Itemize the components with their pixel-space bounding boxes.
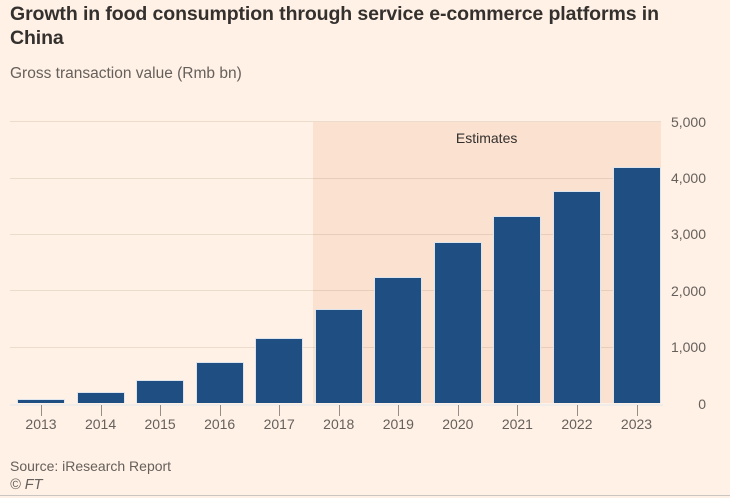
x-axis-tick xyxy=(219,405,221,416)
x-axis-tick xyxy=(636,405,638,416)
chart-subtitle: Gross transaction value (Rmb bn) xyxy=(10,65,242,82)
bar-2018 xyxy=(314,308,363,404)
x-axis-tick xyxy=(160,405,162,416)
bar-2014 xyxy=(76,392,125,404)
x-axis-label: 2023 xyxy=(620,416,653,432)
x-axis-label: 2016 xyxy=(204,416,236,432)
x-axis-tick xyxy=(41,405,42,416)
gridline-2000 xyxy=(10,290,661,292)
x-axis-line xyxy=(10,403,663,406)
x-axis-label: 2015 xyxy=(144,416,176,432)
bottom-divider xyxy=(0,495,730,496)
x-axis-tick xyxy=(100,405,102,416)
x-axis-tick xyxy=(517,405,519,416)
bar-2013 xyxy=(17,398,65,404)
y-axis-label: 2,000 xyxy=(670,282,706,299)
x-axis-label: 2019 xyxy=(382,416,414,432)
y-axis-label: 5,000 xyxy=(670,113,706,130)
gridline-5000 xyxy=(10,121,661,123)
x-axis-label: 2013 xyxy=(25,416,57,432)
x-axis-label: 2017 xyxy=(263,416,295,432)
y-axis-label: 4,000 xyxy=(670,170,706,187)
bar-2020 xyxy=(433,242,482,404)
x-axis-label: 2018 xyxy=(323,416,355,432)
chart-title: Growth in food consumption through servi… xyxy=(10,3,659,49)
y-axis-label: 1,000 xyxy=(670,339,706,356)
x-axis-tick xyxy=(338,405,340,416)
x-axis-label: 2021 xyxy=(501,416,533,432)
estimates-band xyxy=(312,121,661,404)
bar-2021 xyxy=(493,215,542,404)
x-axis-label: 2014 xyxy=(84,416,117,432)
y-axis-label: 3,000 xyxy=(670,226,706,243)
bar-2017 xyxy=(255,338,304,404)
x-axis-label: 2020 xyxy=(442,416,474,432)
bar-2023 xyxy=(612,166,661,404)
bar-2022 xyxy=(552,191,601,404)
bar-2015 xyxy=(136,379,185,404)
x-axis-tick xyxy=(279,405,281,416)
gridline-4000 xyxy=(10,177,661,179)
ft-copyright: © FT xyxy=(10,477,43,493)
bar-2016 xyxy=(195,362,244,404)
estimates-annotation: Estimates xyxy=(455,130,518,146)
y-axis-label: 0 xyxy=(698,395,706,412)
gridline-3000 xyxy=(10,233,661,235)
x-axis-tick xyxy=(576,405,578,416)
x-axis-label: 2022 xyxy=(561,416,593,432)
source-note: Source: iResearch Report xyxy=(10,458,172,474)
x-axis-tick xyxy=(457,405,459,416)
bar-2019 xyxy=(374,277,423,404)
x-axis-tick xyxy=(398,405,400,416)
